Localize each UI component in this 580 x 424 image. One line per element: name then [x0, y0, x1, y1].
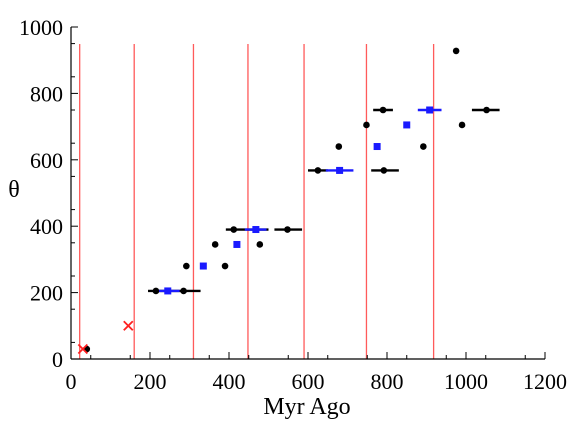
y-tick-label: 600 — [30, 148, 63, 173]
x-tick-label: 800 — [371, 369, 404, 394]
black-circle-point — [152, 287, 160, 295]
blue-square-point — [373, 143, 381, 151]
x-tick-label: 0 — [66, 369, 77, 394]
red-x-stroke — [123, 320, 134, 331]
x-tick-label: 400 — [213, 369, 246, 394]
red-x-stroke — [77, 343, 88, 355]
black-circle-point — [211, 241, 219, 248]
black-circle-point — [379, 106, 387, 114]
y-tick-label: 400 — [30, 214, 63, 239]
y-tick-label: 200 — [30, 281, 63, 306]
blue-square-point — [252, 226, 260, 234]
red-x-point — [77, 343, 88, 355]
black-circle-point — [363, 121, 370, 129]
blue-square-point — [199, 262, 207, 270]
blue-square-point — [336, 166, 344, 174]
red-x-point — [123, 320, 134, 331]
y-tick-label: 800 — [30, 81, 63, 106]
axis-ticks: 0 200 400 600 800 1000 1200 0 200 400 600 800 1000 — [19, 15, 567, 394]
blue-square-point — [164, 287, 172, 295]
black-circle-point — [230, 226, 238, 233]
black-circle-point — [221, 262, 229, 270]
x-tick-label: 600 — [292, 369, 325, 394]
black-circle-point — [180, 287, 187, 295]
black-circle-point — [380, 167, 388, 174]
black-circle-point — [452, 47, 460, 55]
blue-square-point — [403, 121, 411, 129]
black-circle-point — [420, 143, 427, 150]
y-axis-label: θ — [8, 177, 20, 203]
data-points — [77, 47, 490, 355]
y-tick-label: 0 — [52, 347, 63, 372]
x-tick-label: 200 — [134, 369, 167, 394]
x-tick-label: 1200 — [523, 369, 567, 394]
vertical-reference-lines — [79, 44, 435, 359]
x-axis-label: Myr Ago — [263, 394, 350, 420]
black-circle-point — [483, 106, 490, 114]
y-tick-label: 1000 — [19, 15, 63, 40]
blue-square-point — [233, 240, 241, 248]
black-circle-point — [458, 121, 466, 129]
black-circle-point — [284, 226, 291, 233]
black-circle-point — [183, 262, 190, 270]
black-circle-point — [256, 241, 264, 248]
x-tick-label: 1000 — [444, 369, 488, 394]
black-circle-point — [335, 143, 343, 150]
black-circle-point — [314, 167, 322, 174]
blue-square-point — [426, 106, 434, 114]
